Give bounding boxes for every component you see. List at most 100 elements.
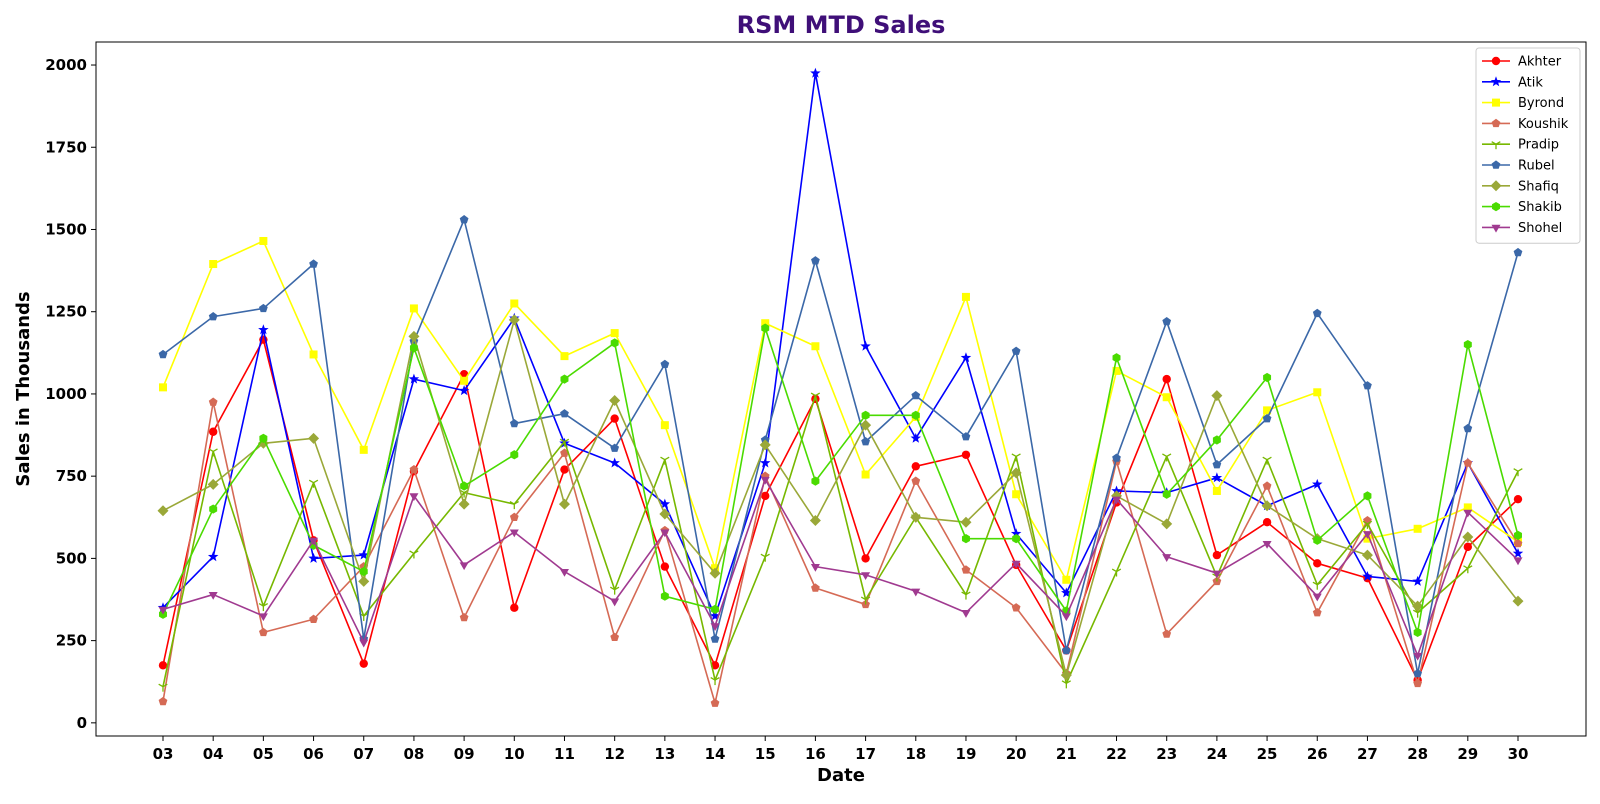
data-point-koushik [409,464,419,474]
data-point-shakib [1263,372,1272,383]
data-point-byrond [159,383,167,392]
x-tick-label: 12 [604,745,625,763]
series-byrond [159,236,1522,584]
x-tick-label: 09 [454,745,475,763]
data-point-shafiq [1512,595,1524,607]
legend-box [1475,47,1581,244]
data-point-pradip [1262,456,1272,465]
data-point-atik [1512,547,1524,558]
data-point-atik [408,373,420,384]
data-point-shohel [309,537,319,546]
x-tick-label: 08 [403,745,424,763]
data-point-koushik [1312,608,1322,617]
data-point-akhter [510,603,519,612]
data-point-akhter [660,562,670,571]
data-point-pradip [710,677,720,686]
data-point-shakib [460,481,469,491]
series-line-byrond [162,240,1519,581]
y-tick-label: 1250 [45,303,87,321]
plot-frame [95,41,1587,737]
data-point-shakib [1514,530,1522,540]
legend-item-rubel: Rubel [1482,159,1555,174]
x-tick-label: 16 [805,745,826,763]
data-point-atik [1061,587,1072,598]
data-point-shafiq [558,498,570,510]
data-point-atik [258,324,269,335]
data-point-rubel [1011,346,1021,355]
data-point-byrond [761,319,770,328]
legend-item-akhter: Akhter [1482,55,1562,70]
series-koushik [158,397,1523,707]
data-point-rubel [1112,453,1121,462]
x-tick-label: 25 [1257,745,1278,763]
data-point-byrond [1313,388,1322,397]
data-point-shohel [1362,531,1372,539]
data-point-rubel [158,349,168,359]
data-point-shafiq [709,567,721,579]
legend-label-atik: Atik [1518,75,1543,90]
legend-marker-shakib [1492,202,1500,212]
data-point-shohel [158,606,168,615]
data-point-akhter [911,462,920,471]
data-point-shafiq [408,330,420,342]
data-point-byrond [1212,486,1221,495]
series-line-atik [162,72,1519,617]
data-point-shohel [359,639,369,648]
data-point-byrond [1162,393,1171,402]
data-point-shohel [1513,557,1523,566]
data-point-shohel [1011,560,1021,569]
data-point-pradip [610,586,620,595]
y-axis-title: Sales in Thousands [13,291,34,486]
data-point-rubel [660,359,670,369]
data-point-rubel [1162,316,1172,326]
y-tick-label: 1500 [45,220,87,238]
data-point-koushik [1463,458,1473,467]
data-point-shohel [1212,570,1222,579]
data-point-atik [207,551,219,562]
data-point-shafiq [759,439,771,451]
data-point-shakib [610,338,619,348]
data-point-akhter [761,491,770,501]
data-point-atik [1362,570,1373,581]
data-point-rubel [1363,381,1372,390]
data-point-koushik [710,698,720,707]
data-point-pradip [1362,520,1373,529]
legend-label-koushik: Koushik [1518,117,1569,132]
data-point-akhter [158,661,168,670]
data-point-shakib [1162,489,1171,499]
x-tick-label: 21 [1056,745,1077,763]
data-point-koushik [560,448,569,457]
data-point-shohel [208,591,218,600]
data-point-shohel [459,562,469,571]
data-point-pradip [760,553,770,562]
data-point-shohel [559,568,569,577]
data-point-pradip [1111,568,1122,577]
data-point-atik [759,457,771,468]
data-point-byrond [209,260,218,269]
x-tick-label: 05 [253,745,274,763]
data-point-akhter [1212,550,1222,560]
data-point-pradip [1061,680,1071,689]
x-tick-label: 11 [554,745,575,763]
data-point-koushik [1363,515,1372,525]
data-point-atik [609,457,620,468]
data-point-shakib [1413,627,1422,637]
legend-label-shafiq: Shafiq [1518,179,1559,194]
data-point-koushik [208,397,218,406]
legend-label-shakib: Shakib [1518,200,1562,215]
x-axis-ticks: 03 04 05 06 07 08 09 10 11 12 13 14 15 16 17 18 19 20 21 22… [153,736,1528,763]
data-point-rubel [610,443,620,452]
data-point-shakib [660,591,669,601]
data-point-shakib [1363,491,1372,501]
data-point-rubel [710,634,720,643]
data-point-byrond [1112,366,1121,375]
data-point-koushik [961,565,971,574]
data-point-shafiq [860,419,872,431]
series-shakib [159,323,1522,637]
data-point-byrond [1012,490,1021,499]
y-axis-ticks: 0 250 500 750 1000 1250 1500 1750 2000 [45,56,96,732]
x-tick-label: 15 [755,745,776,763]
x-tick-label: 18 [905,745,926,763]
data-point-shakib [811,476,820,486]
data-point-shakib [711,604,720,614]
